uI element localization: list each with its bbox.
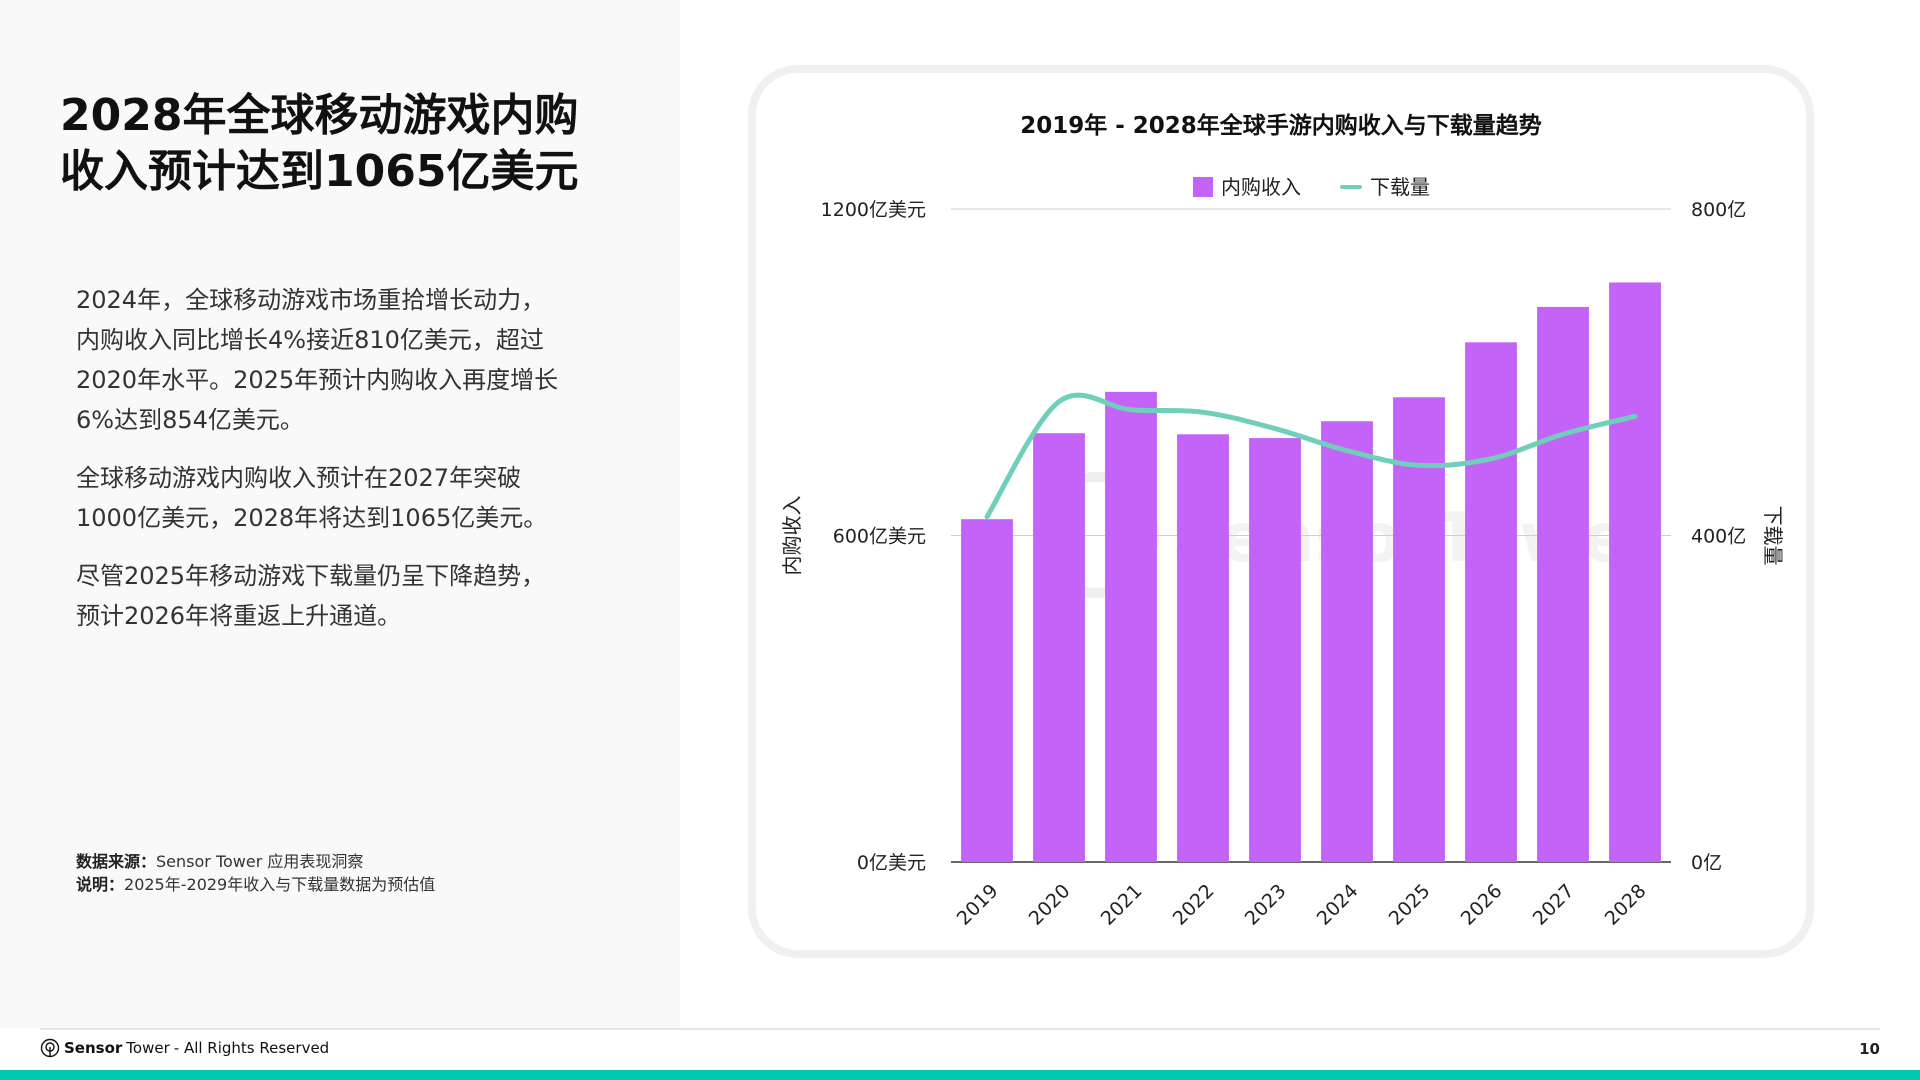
title-line: 2028年全球移动游戏内购 (60, 90, 579, 141)
bar-2027 (1537, 306, 1589, 862)
bar-2019 (961, 519, 1013, 862)
y-left-tick-label: 0亿美元 (857, 852, 926, 874)
x-tick-label: 2027 (1529, 880, 1579, 930)
y-left-tick-label: 600亿美元 (833, 526, 926, 548)
source-notes: 数据来源：Sensor Tower 应用表现洞察 说明：2025年-2029年收… (76, 852, 436, 894)
x-tick-label: 2024 (1313, 880, 1363, 930)
x-tick-label: 2019 (953, 880, 1003, 930)
bar-2026 (1465, 342, 1517, 863)
y-right-tick-label: 0亿 (1691, 852, 1722, 874)
bar-2025 (1393, 397, 1445, 862)
x-tick-label: 2026 (1457, 880, 1507, 930)
legend-swatch-downloads (1340, 185, 1362, 189)
bar-2024 (1321, 421, 1373, 862)
body-text: 2024年，全球移动游戏市场重拾增长动力， 内购收入同比增长4%接近810亿美元，… (76, 280, 636, 654)
y-left-axis-label: 内购收入 (780, 496, 804, 576)
combo-chart: 2019年 - 2028年全球手游内购收入与下载量趋势内购收入下载量Sensor… (780, 112, 1785, 930)
page-title: 2028年全球移动游戏内购 收入预计达到1065亿美元 (60, 88, 660, 200)
x-tick-label: 2021 (1097, 880, 1147, 930)
legend-label-downloads: 下载量 (1370, 175, 1430, 199)
y-right-tick-label: 400亿 (1691, 526, 1746, 548)
bar-2022 (1177, 434, 1229, 862)
y-left-tick-label: 1200亿美元 (821, 199, 926, 221)
bar-2021 (1105, 391, 1157, 862)
x-tick-label: 2025 (1385, 880, 1435, 930)
paragraph: 全球移动游戏内购收入预计在2027年突破 1000亿美元，2028年将达到1065… (76, 464, 548, 532)
sensor-tower-logo-icon (40, 1038, 60, 1058)
bar-2020 (1033, 433, 1085, 862)
x-tick-label: 2028 (1601, 880, 1651, 930)
accent-bar (0, 1070, 1920, 1080)
bar-2023 (1249, 438, 1301, 862)
page-number: 10 (1859, 1040, 1880, 1058)
chart-card: 2019年 - 2028年全球手游内购收入与下载量趋势内购收入下载量Sensor… (756, 73, 1806, 950)
x-tick-label: 2020 (1025, 880, 1075, 930)
chart-title: 2019年 - 2028年全球手游内购收入与下载量趋势 (1020, 112, 1542, 139)
x-tick-label: 2023 (1241, 880, 1291, 930)
paragraph: 2024年，全球移动游戏市场重拾增长动力， 内购收入同比增长4%接近810亿美元，… (76, 286, 559, 434)
footer-brand: Sensor Tower - All Rights Reserved (40, 1038, 329, 1058)
legend-swatch-revenue (1193, 177, 1213, 197)
footer-divider (40, 1028, 1880, 1030)
y-right-tick-label: 800亿 (1691, 199, 1746, 221)
legend-label-revenue: 内购收入 (1221, 175, 1301, 199)
downloads-line (984, 392, 1638, 520)
y-right-axis-label: 下载量 (1761, 506, 1785, 566)
left-panel-background (0, 0, 680, 1028)
bar-2028 (1609, 282, 1661, 862)
title-line: 收入预计达到1065亿美元 (60, 146, 579, 197)
paragraph: 尽管2025年移动游戏下载量仍呈下降趋势， 预计2026年将重返上升通道。 (76, 562, 546, 630)
x-tick-label: 2022 (1169, 880, 1219, 930)
